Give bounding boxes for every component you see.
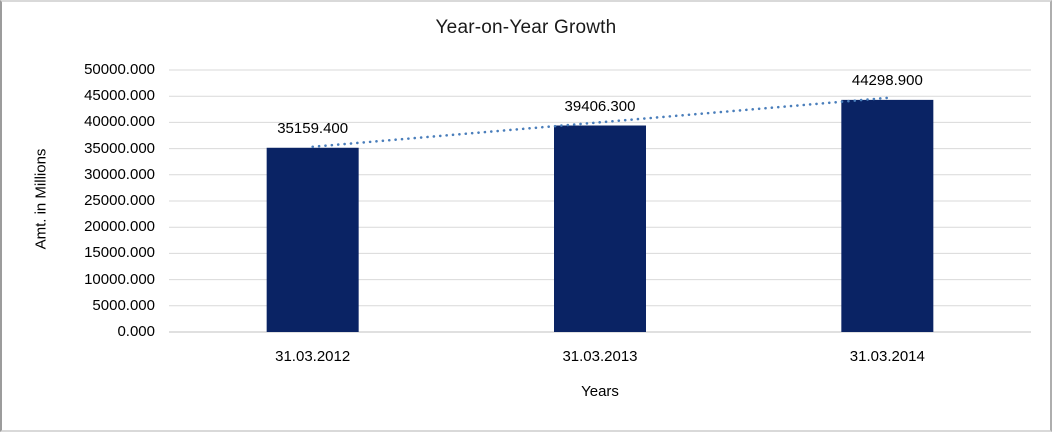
x-tick-label: 31.03.2012	[275, 348, 351, 365]
chart-title: Year-on-Year Growth	[435, 17, 617, 38]
y-tick-label: 5000.000	[92, 296, 155, 314]
x-tick-label: 31.03.2013	[562, 348, 638, 365]
y-tick-label: 50000.000	[84, 61, 155, 78]
x-tick-label: 31.03.2014	[849, 348, 925, 365]
bar-31.03.2012	[266, 147, 359, 332]
bar-31.03.2014	[841, 99, 934, 332]
data-label: 35159.400	[277, 119, 349, 137]
x-axis-title: Years	[581, 383, 619, 400]
plot-area	[169, 69, 1031, 333]
y-tick-label: 30000.000	[84, 165, 155, 183]
y-tick-label: 45000.000	[84, 87, 155, 105]
data-label: 39406.300	[564, 97, 636, 115]
y-tick-label: 0.000	[117, 323, 155, 340]
y-tick-label: 40000.000	[84, 113, 155, 131]
y-tick-label: 35000.000	[84, 139, 155, 157]
y-tick-label: 20000.000	[84, 218, 155, 236]
y-tick-label: 25000.000	[84, 192, 155, 209]
trendline	[311, 96, 889, 149]
bar-31.03.2013	[554, 125, 646, 332]
y-tick-label: 15000.000	[84, 244, 155, 262]
y-tick-label: 10000.000	[84, 270, 155, 288]
data-label: 44298.900	[851, 71, 923, 89]
